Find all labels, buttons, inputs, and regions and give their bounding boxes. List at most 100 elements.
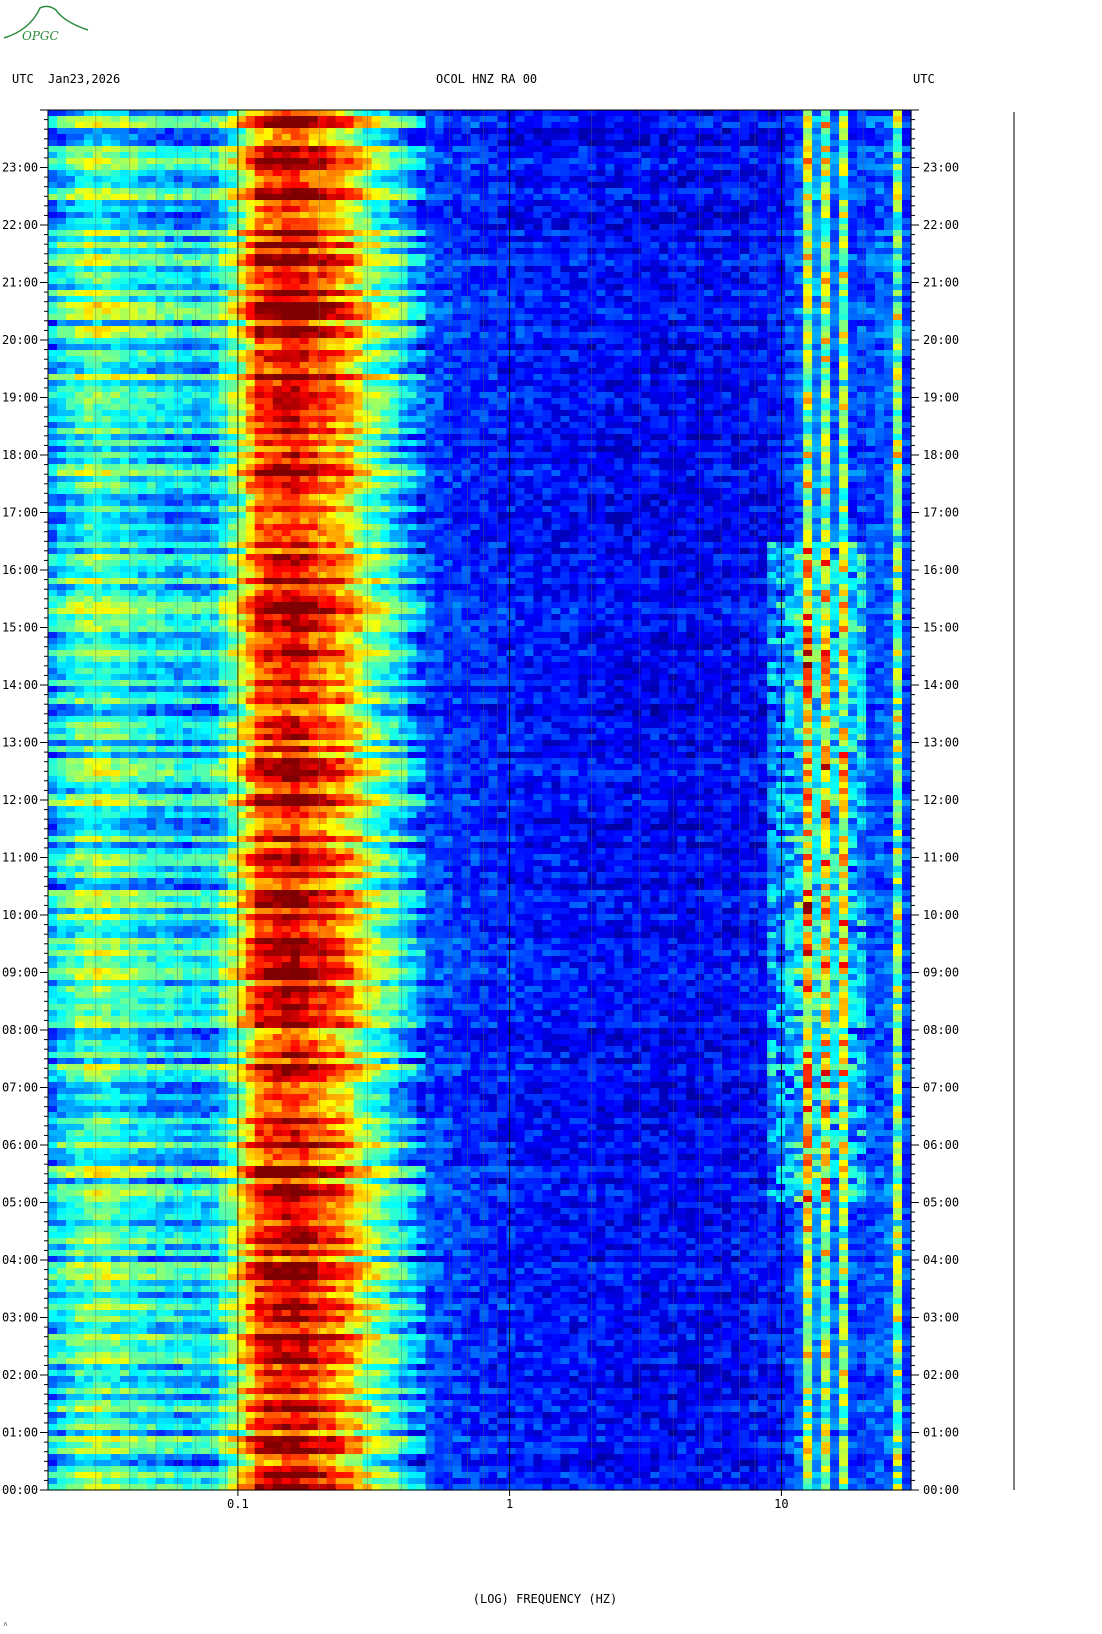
heatmap-cell: [56, 1406, 67, 1413]
heatmap-cell: [227, 464, 238, 471]
heatmap-cell: [48, 188, 58, 195]
heatmap-cell: [209, 746, 220, 753]
heatmap-cell: [110, 560, 121, 567]
heatmap-cell: [128, 758, 139, 765]
heatmap-cell: [227, 1484, 238, 1491]
heatmap-cell: [173, 248, 184, 255]
heatmap-cell: [227, 746, 238, 753]
heatmap-cell: [110, 1400, 121, 1407]
heatmap-cell: [146, 806, 157, 813]
heatmap-cell: [128, 1388, 139, 1395]
heatmap-cell: [56, 452, 67, 459]
heatmap-cell: [83, 1208, 94, 1215]
heatmap-cell: [56, 242, 67, 249]
heatmap-cell: [146, 1280, 157, 1287]
heatmap-cell: [200, 950, 211, 957]
heatmap-cell: [56, 1178, 67, 1185]
heatmap-cell: [164, 1130, 175, 1137]
heatmap-cell: [182, 1388, 193, 1395]
heatmap-cell: [48, 482, 58, 489]
heatmap-cell: [119, 632, 130, 639]
heatmap-cell: [119, 992, 130, 999]
heatmap-cell: [182, 1382, 193, 1389]
heatmap-cell: [65, 602, 76, 609]
heatmap-cell: [164, 794, 175, 801]
heatmap-cell: [110, 1286, 121, 1293]
heatmap-cell: [137, 206, 148, 213]
heatmap-cell: [137, 1370, 148, 1377]
heatmap-cell: [74, 1346, 85, 1353]
heatmap-cell: [209, 1256, 220, 1263]
heatmap-cell: [48, 1394, 58, 1401]
heatmap-cell: [236, 680, 247, 687]
heatmap-cell: [146, 1154, 157, 1161]
heatmap-cell: [48, 1286, 58, 1293]
heatmap-cell: [74, 1106, 85, 1113]
heatmap-cell: [155, 1376, 166, 1383]
heatmap-cell: [227, 896, 238, 903]
heatmap-cell: [146, 980, 157, 987]
heatmap-cell: [83, 1304, 94, 1311]
heatmap-cell: [155, 740, 166, 747]
heatmap-cell: [218, 770, 229, 777]
heatmap-cell: [227, 446, 238, 453]
heatmap-cell: [83, 404, 94, 411]
heatmap-cell: [209, 1172, 220, 1179]
heatmap-cell: [227, 602, 238, 609]
heatmap-cell: [101, 1370, 112, 1377]
heatmap-cell: [200, 152, 211, 159]
heatmap-cell: [146, 872, 157, 879]
heatmap-cell: [119, 1112, 130, 1119]
heatmap-cell: [92, 1328, 103, 1335]
heatmap-cell: [128, 1172, 139, 1179]
heatmap-cell: [48, 854, 58, 861]
heatmap-cell: [128, 554, 139, 561]
heatmap-cell: [200, 812, 211, 819]
heatmap-cell: [227, 542, 238, 549]
heatmap-cell: [164, 1352, 175, 1359]
heatmap-cell: [137, 740, 148, 747]
heatmap-cell: [92, 722, 103, 729]
heatmap-cell: [155, 1010, 166, 1017]
heatmap-cell: [56, 146, 67, 153]
heatmap-cell: [182, 1040, 193, 1047]
heatmap-cell: [155, 260, 166, 267]
heatmap-cell: [65, 1382, 76, 1389]
heatmap-cell: [173, 1316, 184, 1323]
heatmap-cell: [191, 494, 202, 501]
heatmap-cell: [65, 878, 76, 885]
heatmap-cell: [200, 1040, 211, 1047]
heatmap-cell: [101, 446, 112, 453]
heatmap-cell: [128, 986, 139, 993]
heatmap-cell: [200, 374, 211, 381]
heatmap-cell: [236, 878, 247, 885]
heatmap-cell: [92, 1406, 103, 1413]
heatmap-cell: [227, 956, 238, 963]
heatmap-cell: [164, 1460, 175, 1467]
heatmap-cell: [155, 632, 166, 639]
heatmap-cell: [83, 134, 94, 141]
heatmap-cell: [209, 812, 220, 819]
heatmap-cell: [182, 644, 193, 651]
heatmap-cell: [137, 992, 148, 999]
heatmap-cell: [146, 500, 157, 507]
heatmap-cell: [200, 356, 211, 363]
heatmap-cell: [48, 812, 58, 819]
heatmap-cell: [137, 698, 148, 705]
heatmap-cell: [236, 542, 247, 549]
heatmap-cell: [218, 428, 229, 435]
heatmap-cell: [164, 1172, 175, 1179]
heatmap-cell: [164, 872, 175, 879]
heatmap-cell: [209, 1328, 220, 1335]
heatmap-cell: [56, 980, 67, 987]
heatmap-cell: [236, 710, 247, 717]
heatmap-cell: [146, 602, 157, 609]
heatmap-cell: [83, 524, 94, 531]
heatmap-cell: [146, 164, 157, 171]
heatmap-cell: [146, 1442, 157, 1449]
heatmap-cell: [155, 650, 166, 657]
heatmap-cell: [56, 656, 67, 663]
heatmap-cell: [164, 512, 175, 519]
heatmap-cell: [101, 452, 112, 459]
heatmap-cell: [146, 1184, 157, 1191]
